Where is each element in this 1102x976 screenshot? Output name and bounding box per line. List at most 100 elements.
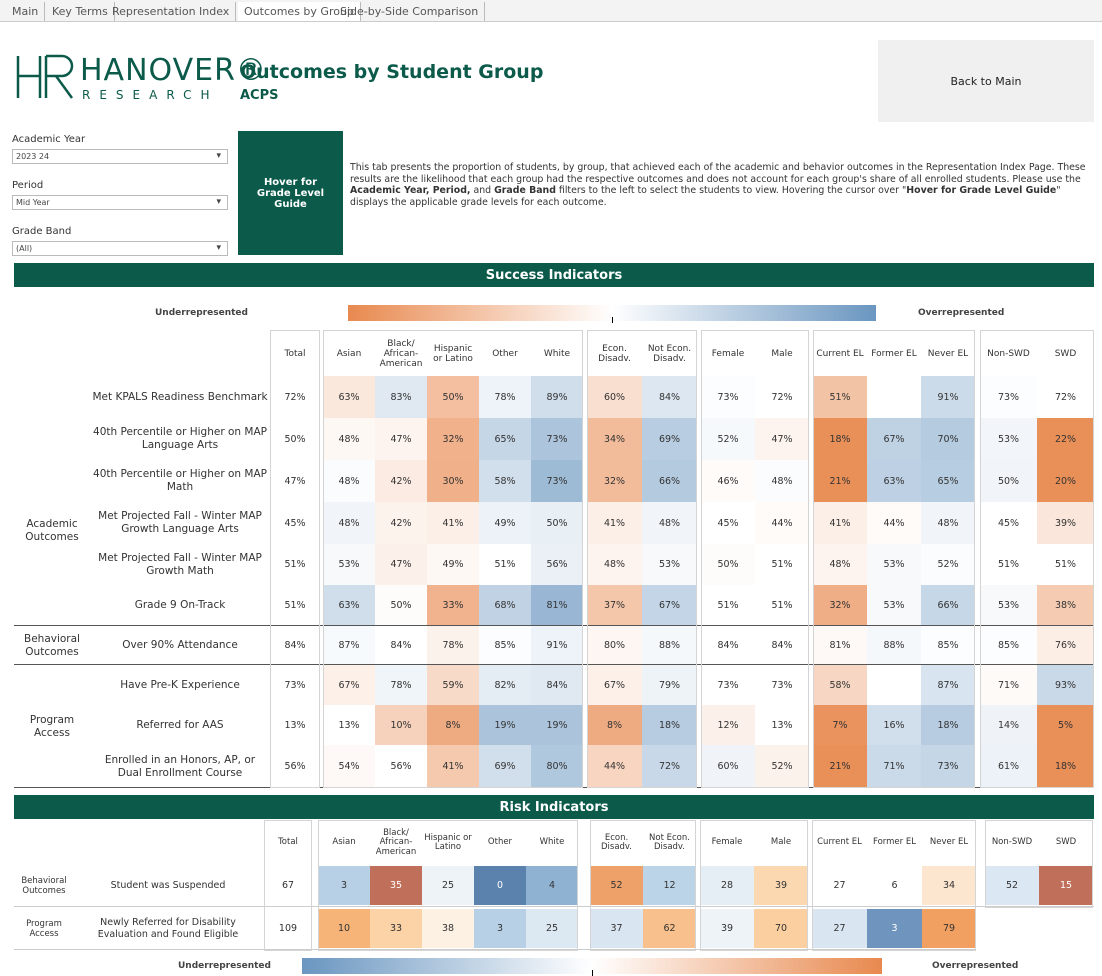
cell: 62 (643, 909, 696, 948)
cell: 10% (375, 705, 427, 745)
cell: 41% (813, 502, 867, 544)
cell: 81% (531, 585, 583, 626)
cell: 69% (479, 745, 531, 788)
tab[interactable]: Key Terms (46, 2, 115, 21)
cell: 67% (867, 418, 921, 460)
tab[interactable]: Side-by-Side Comparison (334, 2, 486, 21)
column-header: Male (770, 837, 792, 848)
cell: 14% (980, 705, 1037, 745)
cell: 42% (375, 502, 427, 544)
tab[interactable]: Main (6, 2, 46, 21)
row-label: Enrolled in an Honors, AP, or Dual Enrol… (104, 753, 256, 779)
cell: 84% (755, 626, 809, 665)
column-header: Other (492, 349, 518, 359)
cell: 60% (701, 745, 755, 788)
block-border (812, 820, 976, 951)
cell: 39 (700, 909, 754, 948)
cell: 109 (264, 909, 312, 948)
back-button[interactable]: Back to Main (878, 40, 1094, 122)
filter-dropdown[interactable]: 2023 24 ▾ (12, 149, 228, 164)
cell: 45% (980, 502, 1037, 544)
row-label: Met Projected Fall - Winter MAP Growth L… (98, 510, 262, 535)
filter-label: Academic Year (12, 134, 86, 145)
row-label: Over 90% Attendance (122, 639, 238, 651)
cell: 85% (921, 626, 975, 665)
cell: 56% (375, 745, 427, 788)
row-label: 40th Percentile or Higher on MAP Languag… (93, 426, 267, 451)
block-border (264, 820, 312, 951)
cell: 48% (813, 544, 867, 585)
section-header: Success Indicators (14, 263, 1094, 287)
cell: 50% (531, 502, 583, 544)
cell: 51% (1037, 544, 1094, 585)
filter-label: Period (12, 180, 44, 191)
cell: 7% (813, 705, 867, 745)
cell: 47% (270, 460, 320, 502)
cell: 54% (323, 745, 375, 788)
filter-dropdown[interactable]: (All) ▾ (12, 241, 228, 256)
group-label: Academic Outcomes (25, 518, 79, 543)
cell: 71% (980, 665, 1037, 705)
cell: 30% (427, 460, 479, 502)
cell: 48% (323, 418, 375, 460)
cell: 10 (318, 909, 370, 948)
column-header: Male (771, 349, 793, 359)
filter-dropdown[interactable]: Mid Year ▾ (12, 195, 228, 210)
block-border (270, 330, 320, 788)
column-header: Econ. Disadv. (598, 344, 631, 364)
cell: 52% (921, 544, 975, 585)
cell: 58% (813, 665, 867, 705)
cell: 47% (375, 418, 427, 460)
cell: 63% (867, 460, 921, 502)
cell: 51% (270, 585, 320, 626)
cell: 53% (642, 544, 697, 585)
cell: 8% (427, 705, 479, 745)
cell: 16% (867, 705, 921, 745)
cell: 51% (755, 544, 809, 585)
tab[interactable]: Outcomes by Group (238, 2, 361, 21)
guide-button[interactable]: Hover for Grade Level Guide (238, 131, 343, 255)
cell: 51% (701, 585, 755, 626)
cell: 18% (921, 705, 975, 745)
cell: 72% (755, 376, 809, 418)
cell: 63% (323, 585, 375, 626)
cell: 33 (370, 909, 422, 948)
cell: 50% (375, 585, 427, 626)
cell: 48% (587, 544, 642, 585)
cell: 37% (587, 585, 642, 626)
cell: 91% (921, 376, 975, 418)
column-header: Former EL (871, 349, 917, 359)
cell: 53% (867, 544, 921, 585)
cell: 0 (474, 866, 526, 905)
cell: 50% (701, 544, 755, 585)
cell: 72% (642, 745, 697, 788)
legend-low: Underrepresented (178, 961, 271, 971)
cell: 58% (479, 460, 531, 502)
cell: 21% (813, 460, 867, 502)
cell: 73% (921, 745, 975, 788)
description-text: Hover for Grade Level Guide (906, 185, 1057, 196)
tab[interactable]: Representation Index (106, 2, 237, 21)
group-label: Program Access (29, 713, 75, 739)
cell: 45% (701, 502, 755, 544)
column-header: Total (284, 349, 306, 359)
cell: 87% (323, 626, 375, 665)
cell: 51% (270, 544, 320, 585)
cell: 78% (427, 626, 479, 665)
cell: 52 (590, 866, 643, 905)
cell: 45% (270, 502, 320, 544)
cell: 44% (755, 502, 809, 544)
cell: 4 (526, 866, 578, 905)
column-header: Asian (336, 349, 362, 359)
description-text: This tab presents the proportion of stud… (350, 162, 1086, 185)
cell: 67% (323, 665, 375, 705)
cell: 21% (813, 745, 867, 788)
column-header: Hispanic or Latino (424, 832, 472, 852)
column-header: Current EL (816, 349, 864, 359)
cell: 73% (701, 376, 755, 418)
cell: 73% (270, 665, 320, 705)
cell: 47% (755, 418, 809, 460)
block-border (701, 330, 809, 788)
cell: 82% (479, 665, 531, 705)
